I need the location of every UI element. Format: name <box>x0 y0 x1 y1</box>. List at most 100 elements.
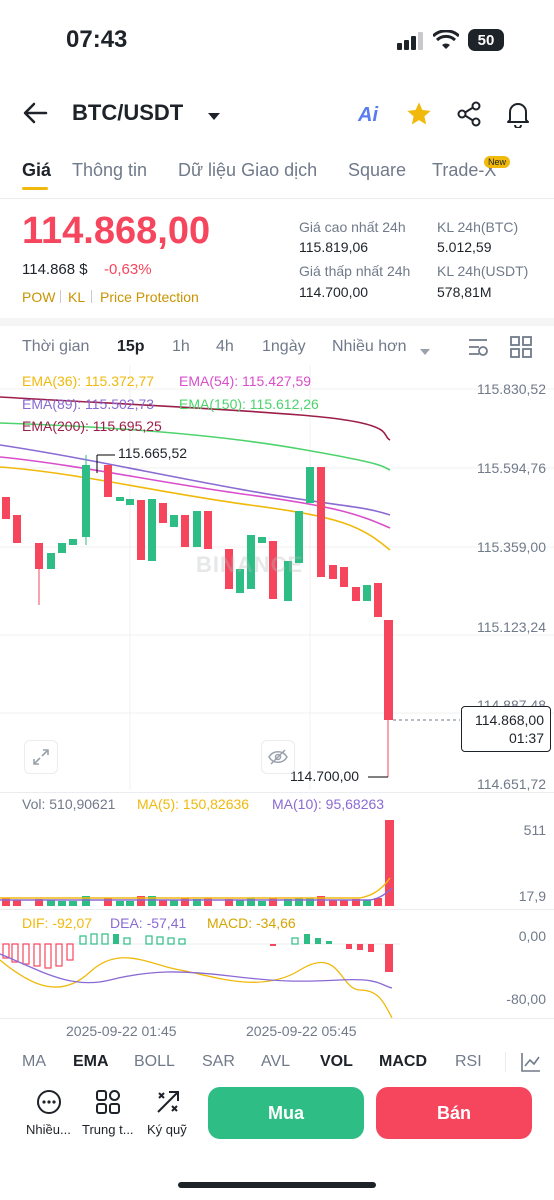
price-axis-label: 115.123,24 <box>476 619 546 635</box>
new-badge: New <box>484 156 511 168</box>
trading-center-icon[interactable] <box>95 1089 121 1120</box>
time-axis-label: 2025-09-22 01:45 <box>66 1023 177 1039</box>
buy-button[interactable]: Mua <box>208 1087 364 1139</box>
favorite-star-icon[interactable] <box>405 100 433 133</box>
tab-trading-data[interactable]: Dữ liệu Giao dịch <box>178 160 318 180</box>
ema200-label: EMA(200): 115.695,25 <box>22 418 162 434</box>
vol-usdt-label: KL 24h(USDT) <box>437 263 529 279</box>
macd-dea: DEA: -57,41 <box>110 915 187 931</box>
ema54-label: EMA(54): 115.427,59 <box>179 373 312 389</box>
timeframe-more[interactable]: Nhiều hơn <box>332 338 407 355</box>
trading-center-label[interactable]: Trung t... <box>82 1122 134 1137</box>
low-24h-label: Giá thấp nhất 24h <box>299 263 411 279</box>
macd-axis-bottom: -80,00 <box>506 991 546 1007</box>
macd-histogram <box>0 933 400 1019</box>
timeframe-4h[interactable]: 4h <box>216 338 234 355</box>
active-tab-indicator <box>22 187 48 190</box>
battery-icon: 50 <box>468 29 504 51</box>
volume-bars <box>0 820 394 906</box>
current-price-tag: 114.868,00 01:37 <box>461 706 551 752</box>
volume-divider <box>0 792 554 793</box>
volume-ma10: MA(10): 95,68263 <box>272 796 385 812</box>
indicator-tab-rsi[interactable]: RSI <box>455 1053 482 1070</box>
high-24h-label: Giá cao nhất 24h <box>299 219 406 235</box>
sell-button[interactable]: Bán <box>376 1087 532 1139</box>
section-divider <box>0 318 554 326</box>
hide-eye-icon[interactable] <box>261 740 295 774</box>
volume-ma5: MA(5): 150,82636 <box>137 796 250 812</box>
margin-icon[interactable] <box>155 1089 181 1120</box>
tab-trade-x[interactable]: Trade-X <box>432 160 497 180</box>
bell-icon[interactable] <box>505 100 531 133</box>
vol-usdt-value: 578,81M <box>437 284 492 300</box>
tabs-divider <box>0 198 554 199</box>
countdown-timer: 01:37 <box>508 730 544 746</box>
back-arrow-icon[interactable] <box>22 101 48 130</box>
status-time: 07:43 <box>66 26 128 53</box>
layout-grid-icon[interactable] <box>510 336 532 363</box>
tag-separator <box>91 290 92 303</box>
margin-label[interactable]: Ký quỹ <box>147 1122 187 1137</box>
watermark-logo: BINANCE <box>196 552 304 577</box>
ema150-label: EMA(150): 115.612,26 <box>179 396 319 412</box>
share-icon[interactable] <box>456 101 482 132</box>
home-indicator <box>178 1182 376 1188</box>
timeframe-1h[interactable]: 1h <box>172 338 190 355</box>
low-24h-value: 114.700,00 <box>299 284 369 300</box>
tab-price[interactable]: Giá <box>22 160 52 180</box>
chevron-down-icon[interactable] <box>419 343 431 361</box>
high-marker-label: 115.665,52 <box>118 445 188 461</box>
more-icon[interactable] <box>36 1089 62 1120</box>
signal-icon <box>397 32 425 55</box>
volume-value: Vol: 510,90621 <box>22 796 116 812</box>
vol-btc-label: KL 24h(BTC) <box>437 219 519 235</box>
candles <box>2 454 393 778</box>
price-change: -0,63% <box>104 261 152 278</box>
high-24h-value: 115.819,06 <box>299 239 369 255</box>
macd-dif: DIF: -92,07 <box>22 915 93 931</box>
pair-title[interactable]: BTC/USDT <box>72 100 184 125</box>
time-axis-divider <box>0 1018 554 1019</box>
indicator-tab-sar[interactable]: SAR <box>202 1053 235 1070</box>
price-axis-label: 114.651,72 <box>476 776 546 792</box>
macd-divider <box>0 909 554 910</box>
battery-level: 50 <box>477 31 495 49</box>
macd-axis-top: 0,00 <box>518 928 546 944</box>
tag-price-protection[interactable]: Price Protection <box>100 289 199 305</box>
vol-btc-value: 5.012,59 <box>437 239 492 255</box>
chart-tools-icon[interactable] <box>520 1051 542 1078</box>
indicator-tab-ma[interactable]: MA <box>22 1053 46 1070</box>
indicator-divider <box>505 1052 506 1072</box>
timeframe-15m[interactable]: 15p <box>117 338 145 355</box>
current-price-value: 114.868,00 <box>474 712 544 728</box>
tab-square[interactable]: Square <box>348 160 407 180</box>
ai-button[interactable]: Ai <box>358 104 378 126</box>
price-axis-label: 115.359,00 <box>476 539 546 555</box>
tab-info[interactable]: Thông tin <box>72 160 148 180</box>
volume-axis-bottom: 17,9 <box>518 888 546 904</box>
fiat-price: 114.868 $ <box>22 261 88 278</box>
indicator-tab-avl[interactable]: AVL <box>261 1053 291 1070</box>
price-axis-label: 115.594,76 <box>476 460 546 476</box>
last-price: 114.868,00 <box>22 210 211 252</box>
timeframe-1d[interactable]: 1ngày <box>262 338 306 355</box>
ema36-label: EMA(36): 115.372,77 <box>22 373 155 389</box>
candlestick-chart[interactable] <box>0 365 554 790</box>
price-axis-label: 115.830,52 <box>476 381 546 397</box>
low-marker-label: 114.700,00 <box>290 768 360 784</box>
indicator-settings-icon[interactable] <box>467 336 489 363</box>
indicator-tab-vol[interactable]: VOL <box>320 1053 353 1070</box>
wifi-icon <box>431 29 461 55</box>
tag-pow[interactable]: POW <box>22 289 56 305</box>
more-label[interactable]: Nhiều... <box>26 1122 71 1137</box>
indicator-tab-macd[interactable]: MACD <box>379 1053 427 1070</box>
tag-kl[interactable]: KL <box>68 289 86 305</box>
time-axis-label: 2025-09-22 05:45 <box>246 1023 357 1039</box>
indicator-tab-ema[interactable]: EMA <box>73 1053 109 1070</box>
indicator-tab-boll[interactable]: BOLL <box>134 1053 175 1070</box>
volume-axis-top: 511 <box>523 822 546 838</box>
macd-value: MACD: -34,66 <box>207 915 296 931</box>
fullscreen-icon[interactable] <box>24 740 58 774</box>
pair-dropdown-icon[interactable] <box>207 109 221 127</box>
timeframe-time-label[interactable]: Thời gian <box>22 338 90 355</box>
